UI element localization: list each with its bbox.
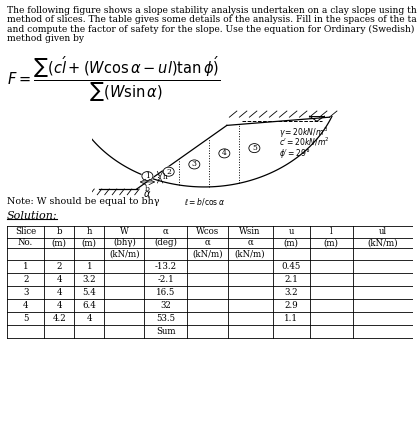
Text: 4: 4	[57, 275, 62, 284]
Text: b: b	[145, 184, 150, 193]
Text: 3: 3	[192, 160, 197, 168]
Text: (m): (m)	[82, 238, 97, 247]
Text: 4: 4	[23, 301, 28, 310]
Text: (kN/m): (kN/m)	[192, 249, 223, 258]
Text: (bhγ): (bhγ)	[113, 238, 136, 247]
Text: (m): (m)	[52, 238, 67, 247]
Text: $\alpha$: $\alpha$	[143, 189, 151, 199]
Text: and compute the factor of safety for the slope. Use the equation for Ordinary (S: and compute the factor of safety for the…	[7, 24, 414, 34]
Text: 1.1: 1.1	[284, 314, 298, 323]
Text: 2.1: 2.1	[284, 275, 298, 284]
Text: Note: W should be equal to bhγ: Note: W should be equal to bhγ	[7, 197, 159, 206]
Text: α: α	[247, 238, 253, 247]
Text: (kN/m): (kN/m)	[235, 249, 265, 258]
Text: (kN/m): (kN/m)	[109, 249, 140, 258]
Text: l: l	[330, 227, 333, 236]
Text: 1: 1	[23, 262, 28, 271]
Text: u: u	[289, 227, 294, 236]
Text: 2: 2	[57, 262, 62, 271]
Text: 3.2: 3.2	[83, 275, 96, 284]
Text: Slice: Slice	[15, 227, 36, 236]
Text: 5: 5	[252, 144, 257, 152]
Text: 2.9: 2.9	[284, 301, 298, 310]
Text: $\phi' = 29°$: $\phi' = 29°$	[279, 147, 311, 160]
Text: $c' = 20kN/m^2$: $c' = 20kN/m^2$	[279, 136, 330, 149]
Text: 16.5: 16.5	[156, 288, 176, 297]
Circle shape	[219, 149, 230, 158]
Text: 5: 5	[23, 314, 28, 323]
Text: (deg): (deg)	[154, 238, 177, 247]
Text: h: h	[163, 173, 168, 181]
Text: $\ell = b/\cos\alpha$: $\ell = b/\cos\alpha$	[184, 196, 225, 207]
Text: 4: 4	[57, 288, 62, 297]
Text: Solution:: Solution:	[7, 211, 58, 221]
Text: 3: 3	[23, 288, 28, 297]
Text: 3.2: 3.2	[284, 288, 298, 297]
Text: 4: 4	[222, 149, 227, 157]
Text: Sum: Sum	[156, 327, 176, 336]
Text: 6.4: 6.4	[83, 301, 96, 310]
Text: 2: 2	[23, 275, 28, 284]
Text: 5.4: 5.4	[83, 288, 96, 297]
Text: ul: ul	[379, 227, 387, 236]
Text: 4.2: 4.2	[53, 314, 66, 323]
Circle shape	[189, 160, 200, 169]
Text: 0.45: 0.45	[281, 262, 301, 271]
Text: Wsin: Wsin	[239, 227, 261, 236]
Text: (kN/m): (kN/m)	[367, 238, 398, 247]
Text: 53.5: 53.5	[156, 314, 176, 323]
Text: 2: 2	[166, 168, 171, 176]
Text: b: b	[57, 227, 62, 236]
Text: -2.1: -2.1	[158, 275, 174, 284]
Text: 32: 32	[161, 301, 171, 310]
Text: W: W	[120, 227, 129, 236]
Text: Wcos: Wcos	[196, 227, 219, 236]
Text: -13.2: -13.2	[155, 262, 177, 271]
Text: h: h	[87, 227, 92, 236]
Circle shape	[163, 167, 174, 176]
Circle shape	[249, 143, 260, 152]
Text: No.: No.	[18, 238, 33, 247]
Text: (m): (m)	[284, 238, 299, 247]
Text: method of slices. The table gives some details of the analysis. Fill in the spac: method of slices. The table gives some d…	[7, 15, 417, 24]
Text: (m): (m)	[324, 238, 339, 247]
Circle shape	[142, 172, 153, 181]
Text: $\gamma = 20kN/m^3$: $\gamma = 20kN/m^3$	[279, 125, 329, 140]
Text: $F = \dfrac{\sum(c\'l + (W\cos\alpha - ul)\tan\phi\')}{\sum(W\sin\alpha)}$: $F = \dfrac{\sum(c\'l + (W\cos\alpha - u…	[7, 55, 221, 104]
Text: The following figure shows a slope stability analysis undertaken on a clay slope: The following figure shows a slope stabi…	[7, 6, 417, 15]
Text: 4: 4	[57, 301, 62, 310]
Text: α: α	[205, 238, 210, 247]
Text: method given by: method given by	[7, 34, 84, 43]
Text: 1: 1	[145, 172, 150, 180]
Text: 1: 1	[86, 262, 92, 271]
Text: α: α	[163, 227, 169, 236]
Text: 4: 4	[87, 314, 92, 323]
